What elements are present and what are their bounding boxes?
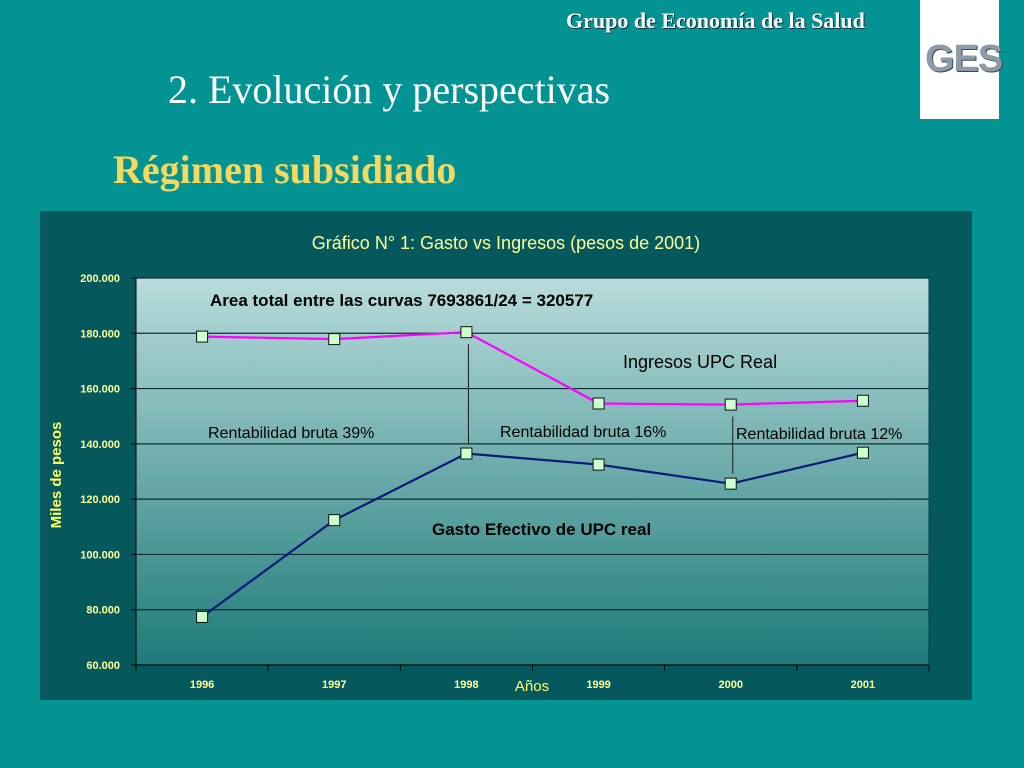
- x-axis-label: Años: [515, 678, 549, 695]
- ingresos-point: [856, 394, 869, 407]
- x-tick-label: 1999: [586, 679, 610, 691]
- chart-title: Gráfico N° 1: Gasto vs Ingresos (pesos d…: [312, 233, 700, 253]
- chart-frame: 60.000 80.000 100.000 120.000 140.000 160.000…: [40, 211, 972, 700]
- axis-layer: [131, 277, 930, 671]
- gasto-point: [328, 514, 341, 527]
- grid-layer: [136, 277, 929, 666]
- chart-svg: 60.000 80.000 100.000 120.000 140.000 160.000…: [40, 211, 972, 700]
- lines-layer: [201, 331, 864, 618]
- gasto-point: [460, 447, 473, 460]
- y-axis-label: Miles de pesos: [48, 422, 65, 529]
- plot-area: [135, 277, 930, 666]
- markers-layer: [196, 326, 869, 623]
- y-tick-label: 140.000: [80, 439, 120, 451]
- gasto-series-label: Gasto Efectivo de UPC real: [432, 520, 651, 539]
- slide-title: 2. Evolución y perspectivas: [168, 67, 611, 112]
- rentabilidad-label-1: Rentabilidad bruta 39%: [208, 425, 374, 442]
- gasto-point: [592, 458, 605, 471]
- y-tick-label: 60.000: [86, 660, 120, 672]
- gasto-point: [856, 446, 869, 459]
- y-tick-label: 160.000: [80, 384, 120, 396]
- slide-subtitle: Régimen subsidiado: [113, 147, 457, 192]
- gasto-point: [724, 477, 737, 490]
- x-tick-label: 1998: [454, 679, 478, 691]
- group-name: Grupo de Economía de la Salud: [566, 8, 865, 33]
- x-tick-label: 1997: [322, 679, 346, 691]
- rentabilidad-label-3: Rentabilidad bruta 12%: [736, 426, 902, 443]
- ingresos-point: [328, 333, 341, 346]
- y-tick-label: 180.000: [80, 328, 120, 340]
- x-tick-label: 2000: [719, 679, 743, 691]
- x-tick-label: 2001: [851, 679, 875, 691]
- labels-layer: 60.000 80.000 100.000 120.000 140.000 160.000…: [80, 273, 875, 691]
- ges-logo-text: GES: [925, 38, 1003, 80]
- y-tick-label: 120.000: [80, 494, 120, 506]
- ges-logo: [920, 0, 999, 119]
- y-tick-label: 100.000: [80, 549, 120, 561]
- gasto-point: [196, 610, 209, 623]
- y-tick-label: 80.000: [86, 605, 120, 617]
- ingresos-point: [196, 330, 209, 343]
- ingresos-series-label: Ingresos UPC Real: [623, 352, 777, 372]
- ingresos-line: [202, 331, 863, 406]
- ingresos-point: [592, 397, 605, 410]
- y-tick-label: 200.000: [80, 273, 120, 285]
- area-note: Area total entre las curvas 7693861/24 =…: [210, 291, 593, 310]
- x-tick-label: 1996: [190, 679, 214, 691]
- ingresos-point: [724, 398, 737, 411]
- ingresos-point: [460, 326, 473, 339]
- gasto-line: [201, 451, 864, 618]
- rentabilidad-label-2: Rentabilidad bruta 16%: [500, 424, 666, 441]
